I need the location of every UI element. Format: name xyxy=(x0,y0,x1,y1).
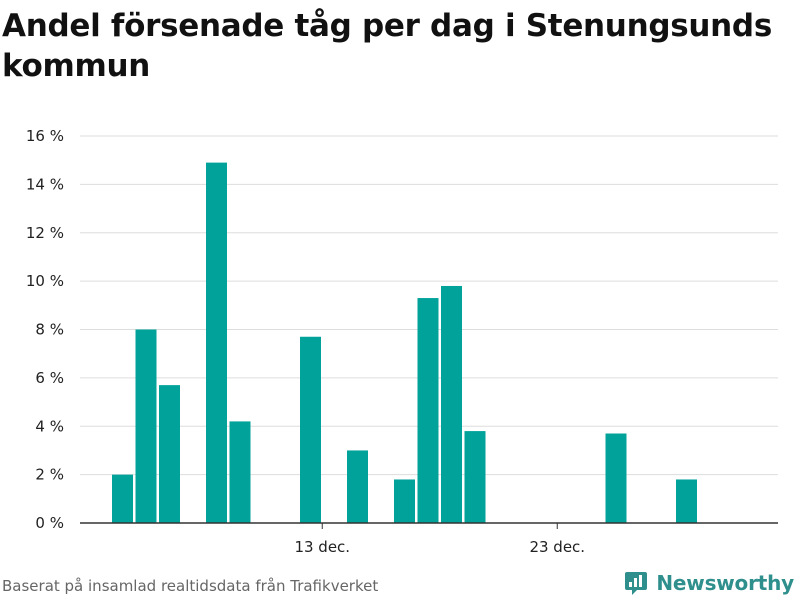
x-axis-ticks: 13 dec. 23 dec. xyxy=(294,523,585,556)
chart-title: Andel försenade tåg per dag i Stenungsun… xyxy=(2,8,772,84)
bar xyxy=(394,479,415,523)
y-tick-label: 8 % xyxy=(35,321,64,339)
y-tick-label: 6 % xyxy=(35,369,64,387)
bar xyxy=(676,479,697,523)
y-tick-label: 14 % xyxy=(26,175,64,193)
bar xyxy=(206,162,227,523)
y-tick-label: 2 % xyxy=(35,466,64,484)
bars xyxy=(112,162,697,523)
y-tick-label: 12 % xyxy=(26,224,64,242)
bar xyxy=(441,285,462,523)
bar xyxy=(347,450,368,523)
y-tick-label: 10 % xyxy=(26,272,64,290)
brand-name: Newsworthy xyxy=(656,571,794,595)
bar xyxy=(605,433,627,523)
y-tick-label: 4 % xyxy=(35,417,64,435)
y-tick-label: 0 % xyxy=(35,514,64,532)
brand: Newsworthy xyxy=(624,568,794,598)
source-note: Baserat på insamlad realtidsdata från Tr… xyxy=(2,577,379,595)
bar xyxy=(300,336,321,523)
x-tick-label: 23 dec. xyxy=(529,538,585,556)
bar xyxy=(229,421,251,523)
bar xyxy=(159,385,180,523)
bar xyxy=(112,474,133,523)
bar xyxy=(417,298,439,523)
x-tick-label: 13 dec. xyxy=(294,538,350,556)
bar xyxy=(464,431,486,523)
bar xyxy=(135,329,157,523)
y-axis-tick-labels: 0 % 2 % 4 % 6 % 8 % 10 % 12 % 14 % 16 % xyxy=(26,127,64,532)
y-tick-label: 16 % xyxy=(26,127,64,145)
newsworthy-logo-icon xyxy=(625,572,648,595)
